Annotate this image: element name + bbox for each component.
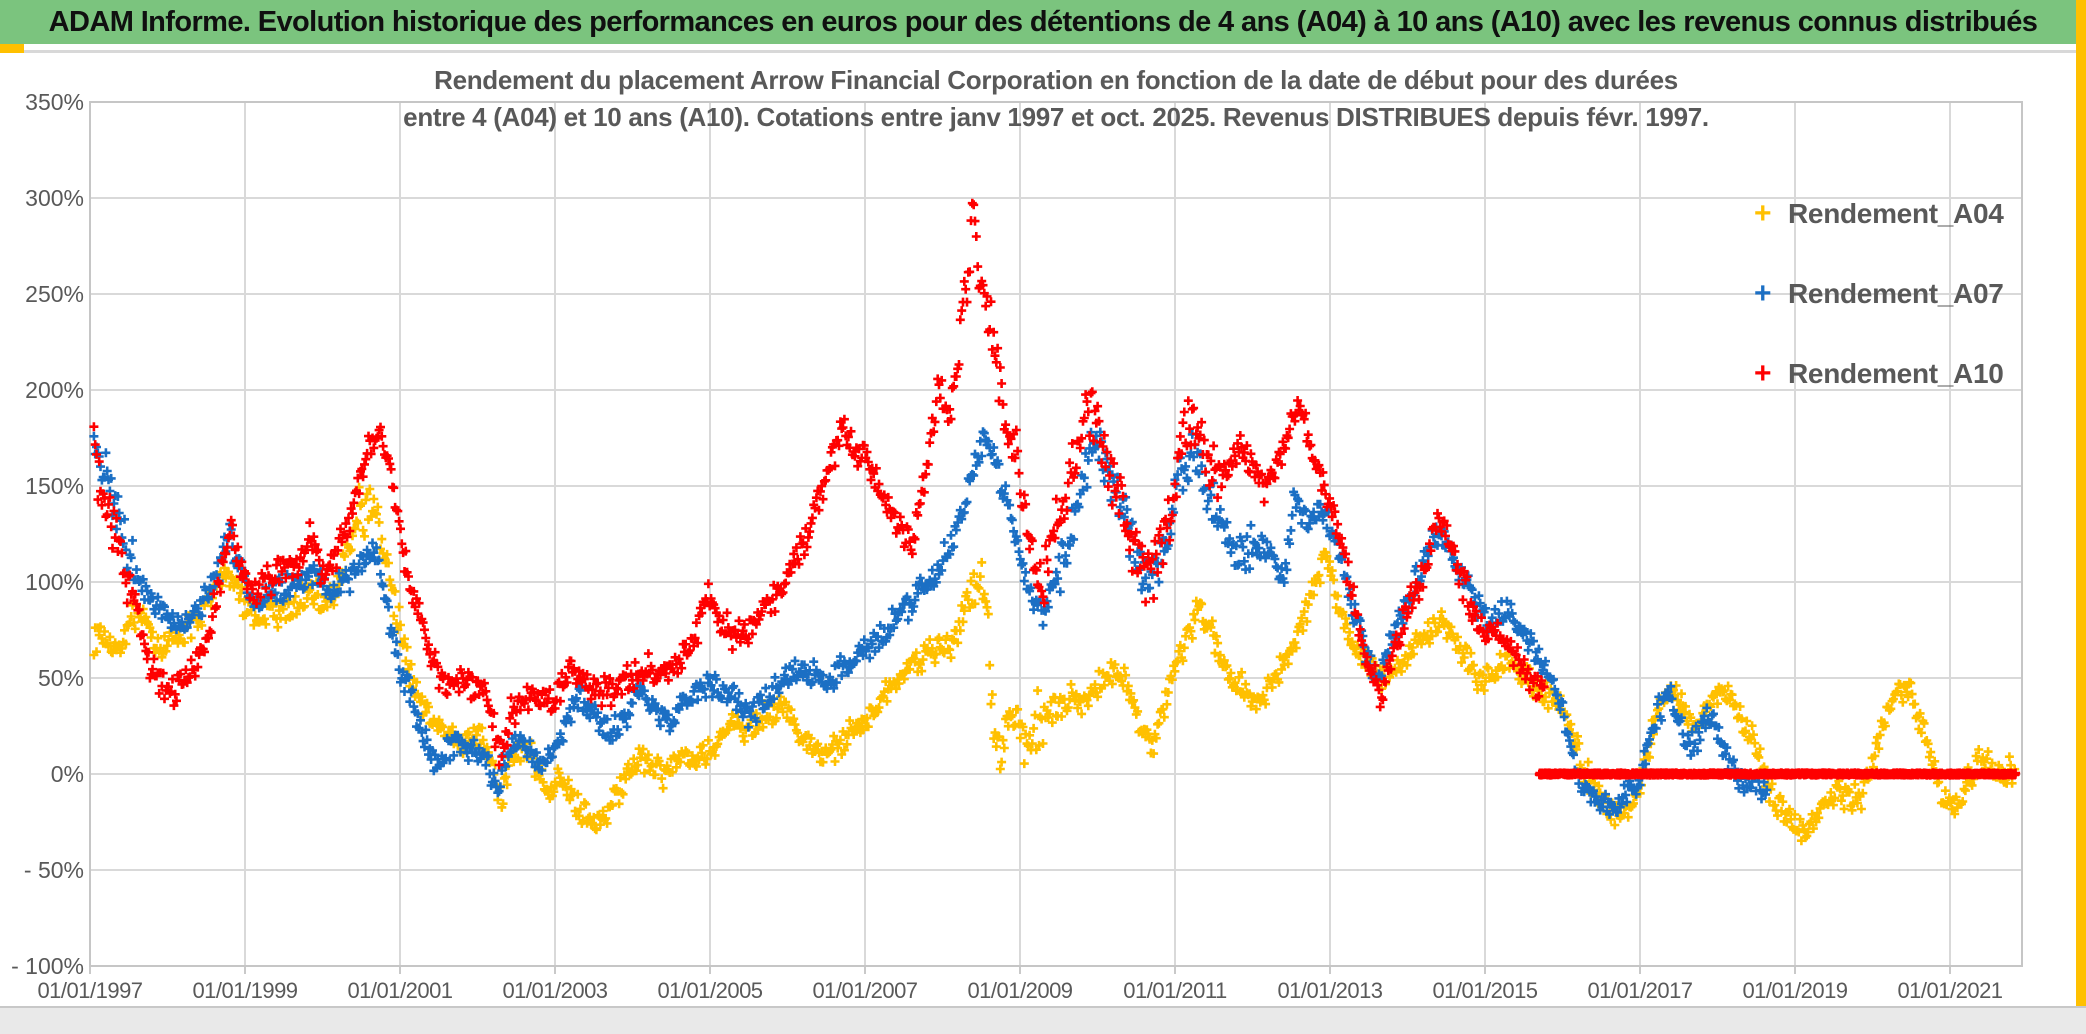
title-bar: ADAM Informe. Evolution historique des p… [0, 0, 2086, 44]
y-tick-label: 100% [25, 569, 84, 595]
legend-label: Rendement_A07 [1788, 278, 2004, 309]
window-separator [0, 50, 2086, 53]
x-tick-label: 01/01/2019 [1742, 978, 1848, 1003]
x-tick-label: 01/01/2003 [502, 978, 608, 1003]
y-tick-label: 300% [25, 185, 84, 211]
x-tick-label: 01/01/2007 [812, 978, 918, 1003]
gold-accent-left [0, 44, 24, 53]
y-tick-label: 50% [37, 665, 84, 691]
x-tick-label: 01/01/2015 [1432, 978, 1538, 1003]
y-tick-label: - 100% [11, 953, 84, 979]
series-rendement_a10 [89, 198, 2021, 780]
chart-legend: + Rendement_A04 + Rendement_A07 + Rendement_A… [1754, 196, 2004, 436]
y-tick-label: - 50% [23, 857, 84, 883]
y-tick-label: 350% [25, 89, 84, 115]
y-tick-label: 200% [25, 377, 84, 403]
x-tick-label: 01/01/2021 [1897, 978, 2003, 1003]
status-strip [0, 1006, 2086, 1034]
x-tick-label: 01/01/2011 [1123, 978, 1227, 1003]
chart-subtitle-line2: entre 4 (A04) et 10 ans (A10). Cotations… [403, 102, 1709, 132]
y-tick-label: 250% [25, 281, 84, 307]
legend-label: Rendement_A10 [1788, 358, 2004, 389]
y-tick-label: 150% [25, 473, 84, 499]
legend-item[interactable]: + Rendement_A10 [1754, 356, 2004, 392]
x-tick-label: 01/01/2005 [657, 978, 763, 1003]
legend-item[interactable]: + Rendement_A04 [1754, 196, 2004, 232]
plot-border [89, 101, 2023, 967]
x-tick-label: 01/01/2001 [347, 978, 453, 1003]
page-title: ADAM Informe. Evolution historique des p… [48, 5, 2038, 38]
gold-accent-right [2076, 0, 2086, 1010]
chart-subtitle: Rendement du placement Arrow Financial C… [90, 62, 2022, 136]
legend-label: Rendement_A04 [1788, 198, 2004, 229]
chart-subtitle-line1: Rendement du placement Arrow Financial C… [434, 65, 1678, 95]
legend-marker-icon: + [1754, 197, 1772, 230]
legend-item[interactable]: + Rendement_A07 [1754, 276, 2004, 312]
legend-marker-icon: + [1754, 277, 1772, 310]
y-tick-label: 0% [50, 761, 84, 787]
x-tick-label: 01/01/2009 [967, 978, 1073, 1003]
x-tick-label: 01/01/1999 [192, 978, 298, 1003]
legend-marker-icon: + [1754, 357, 1772, 390]
x-tick-label: 01/01/2013 [1277, 978, 1383, 1003]
x-tick-label: 01/01/2017 [1587, 978, 1693, 1003]
x-tick-label: 01/01/1997 [37, 978, 143, 1003]
